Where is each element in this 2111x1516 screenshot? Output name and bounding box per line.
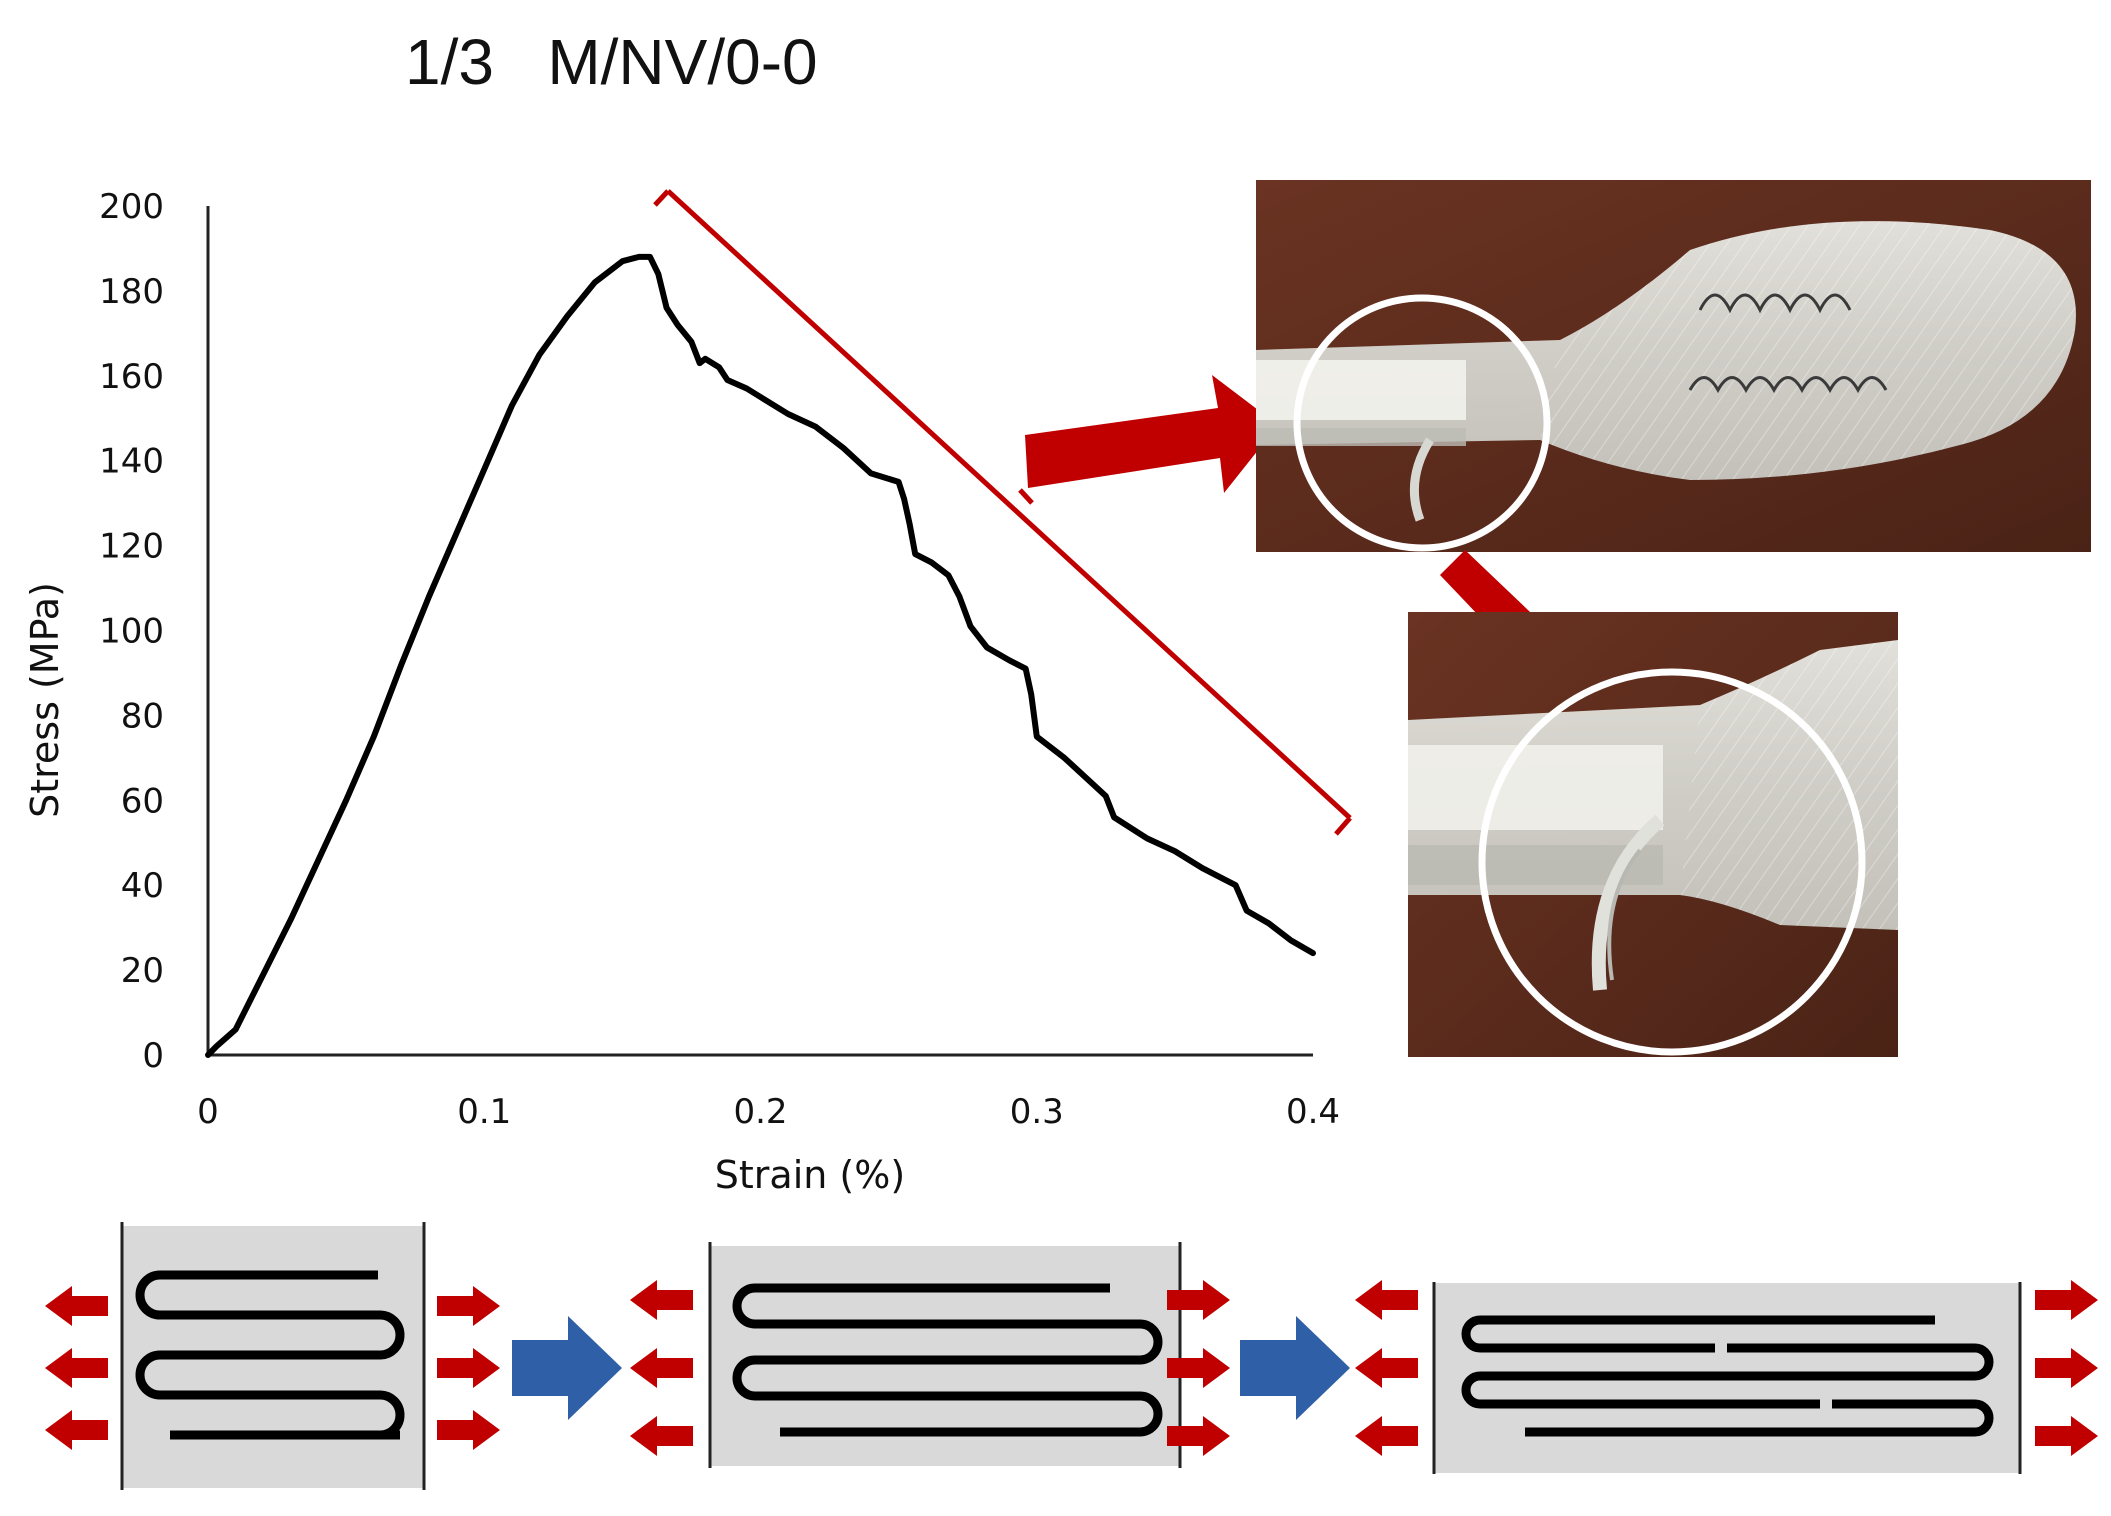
tension-arrows <box>45 1280 2098 1456</box>
schematic-stage-2 <box>708 1242 1182 1468</box>
right-arrow-icon <box>1167 1280 1230 1456</box>
y-tick-label: 20 <box>121 951 164 991</box>
y-tick-label: 60 <box>121 781 164 821</box>
y-tick-label: 80 <box>121 696 164 736</box>
chart-title: 1/3 M/NV/0-0 <box>405 26 818 98</box>
next-stage-arrow-icon <box>1240 1316 1350 1420</box>
schematic-stage-3 <box>1432 1282 2022 1474</box>
y-tick-label: 40 <box>121 866 164 906</box>
y-tick-label: 200 <box>99 187 164 227</box>
progression-arrows <box>512 1316 1350 1420</box>
x-tick-label: 0.3 <box>1010 1092 1064 1132</box>
schematic-stage-1 <box>120 1222 426 1490</box>
specimen-photo-1 <box>1256 180 2091 552</box>
x-axis-title: Strain (%) <box>715 1153 905 1197</box>
stress-strain-curve <box>205 253 1316 1058</box>
y-tick-label: 140 <box>99 442 164 482</box>
y-tick-label: 100 <box>99 612 164 652</box>
x-tick-label: 0.2 <box>733 1092 787 1132</box>
x-tick-labels: 0 0.1 0.2 0.3 0.4 <box>197 1092 1340 1132</box>
x-tick-label: 0 <box>197 1092 219 1132</box>
y-tick-label: 180 <box>99 272 164 312</box>
y-tick-label: 0 <box>142 1036 164 1076</box>
y-tick-label: 120 <box>99 527 164 567</box>
arrow-to-photo-icon <box>1025 375 1278 493</box>
y-tick-labels: 0 20 40 60 80 100 120 140 160 180 200 <box>99 187 164 1076</box>
next-stage-arrow-icon <box>512 1316 622 1420</box>
right-arrow-icon <box>2035 1280 2098 1456</box>
failure-region-bracket <box>653 189 1352 836</box>
x-tick-label: 0.1 <box>457 1092 511 1132</box>
bracket-tick <box>1018 488 1034 505</box>
plot-area: 0 20 40 60 80 100 120 140 160 180 200 0 0.1 0.2 0.3 0.… <box>99 187 1340 1132</box>
right-arrow-icon <box>437 1286 500 1450</box>
x-tick-label: 0.4 <box>1286 1092 1340 1132</box>
left-arrow-icon <box>630 1280 693 1456</box>
y-tick-label: 160 <box>99 357 164 397</box>
left-arrow-icon <box>45 1286 108 1450</box>
left-arrow-icon <box>1355 1280 1418 1456</box>
y-axis-title: Stress (MPa) <box>23 582 67 818</box>
specimen-photo-2 <box>1408 612 1898 1057</box>
